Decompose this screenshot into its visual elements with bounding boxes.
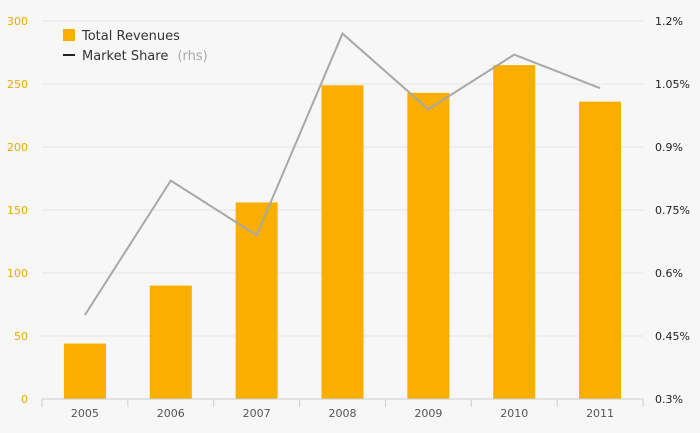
left-tick-label: 300	[7, 15, 28, 28]
right-tick-label: 0.45%	[655, 330, 690, 343]
right-tick-label: 1.05%	[655, 78, 690, 91]
right-tick-label: 0.75%	[655, 204, 690, 217]
left-tick-label: 100	[7, 267, 28, 280]
bars	[63, 65, 622, 399]
right-tick-label: 0.3%	[655, 393, 683, 406]
right-tick-label: 0.9%	[655, 141, 683, 154]
right-tick-label: 0.6%	[655, 267, 683, 280]
legend-revenues-swatch	[63, 29, 75, 41]
x-axis-ticks: 2005 2006 2007 2008 2009 2010 2011	[71, 407, 614, 420]
revenue-bar	[579, 101, 622, 399]
x-tick-label: 2006	[157, 407, 185, 420]
legend-market-share-label: Market Share	[82, 49, 168, 64]
revenue-bar	[235, 202, 278, 399]
legend: Total Revenues Market Share (rhs)	[63, 29, 208, 64]
x-tick-label: 2011	[586, 407, 614, 420]
revenue-bar	[149, 285, 192, 399]
left-tick-label: 250	[7, 78, 28, 91]
legend-revenues-label: Total Revenues	[81, 29, 180, 44]
left-tick-label: 150	[7, 204, 28, 217]
left-axis-ticks: 0 50 100 150 200 250 300	[7, 15, 28, 406]
revenue-bar	[63, 343, 106, 399]
revenue-bar	[321, 85, 364, 399]
revenue-bar	[493, 65, 536, 399]
market-share-line	[84, 31, 601, 316]
right-axis-ticks: 0.3% 0.45% 0.6% 0.75% 0.9% 1.05% 1.2%	[655, 15, 690, 406]
x-tick-label: 2007	[243, 407, 271, 420]
x-tick-label: 2005	[71, 407, 99, 420]
x-axis	[41, 398, 644, 407]
x-tick-label: 2009	[414, 407, 442, 420]
left-tick-label: 50	[14, 330, 28, 343]
left-tick-label: 0	[21, 393, 28, 406]
x-tick-label: 2010	[500, 407, 528, 420]
market-share-line-group	[84, 31, 601, 316]
left-tick-label: 200	[7, 141, 28, 154]
legend-market-share-label-group: Market Share (rhs)	[82, 45, 208, 64]
revenue-bar	[407, 92, 450, 399]
x-tick-label: 2008	[329, 407, 357, 420]
right-tick-label: 1.2%	[655, 15, 683, 28]
legend-market-share-suffix: (rhs)	[177, 49, 207, 64]
